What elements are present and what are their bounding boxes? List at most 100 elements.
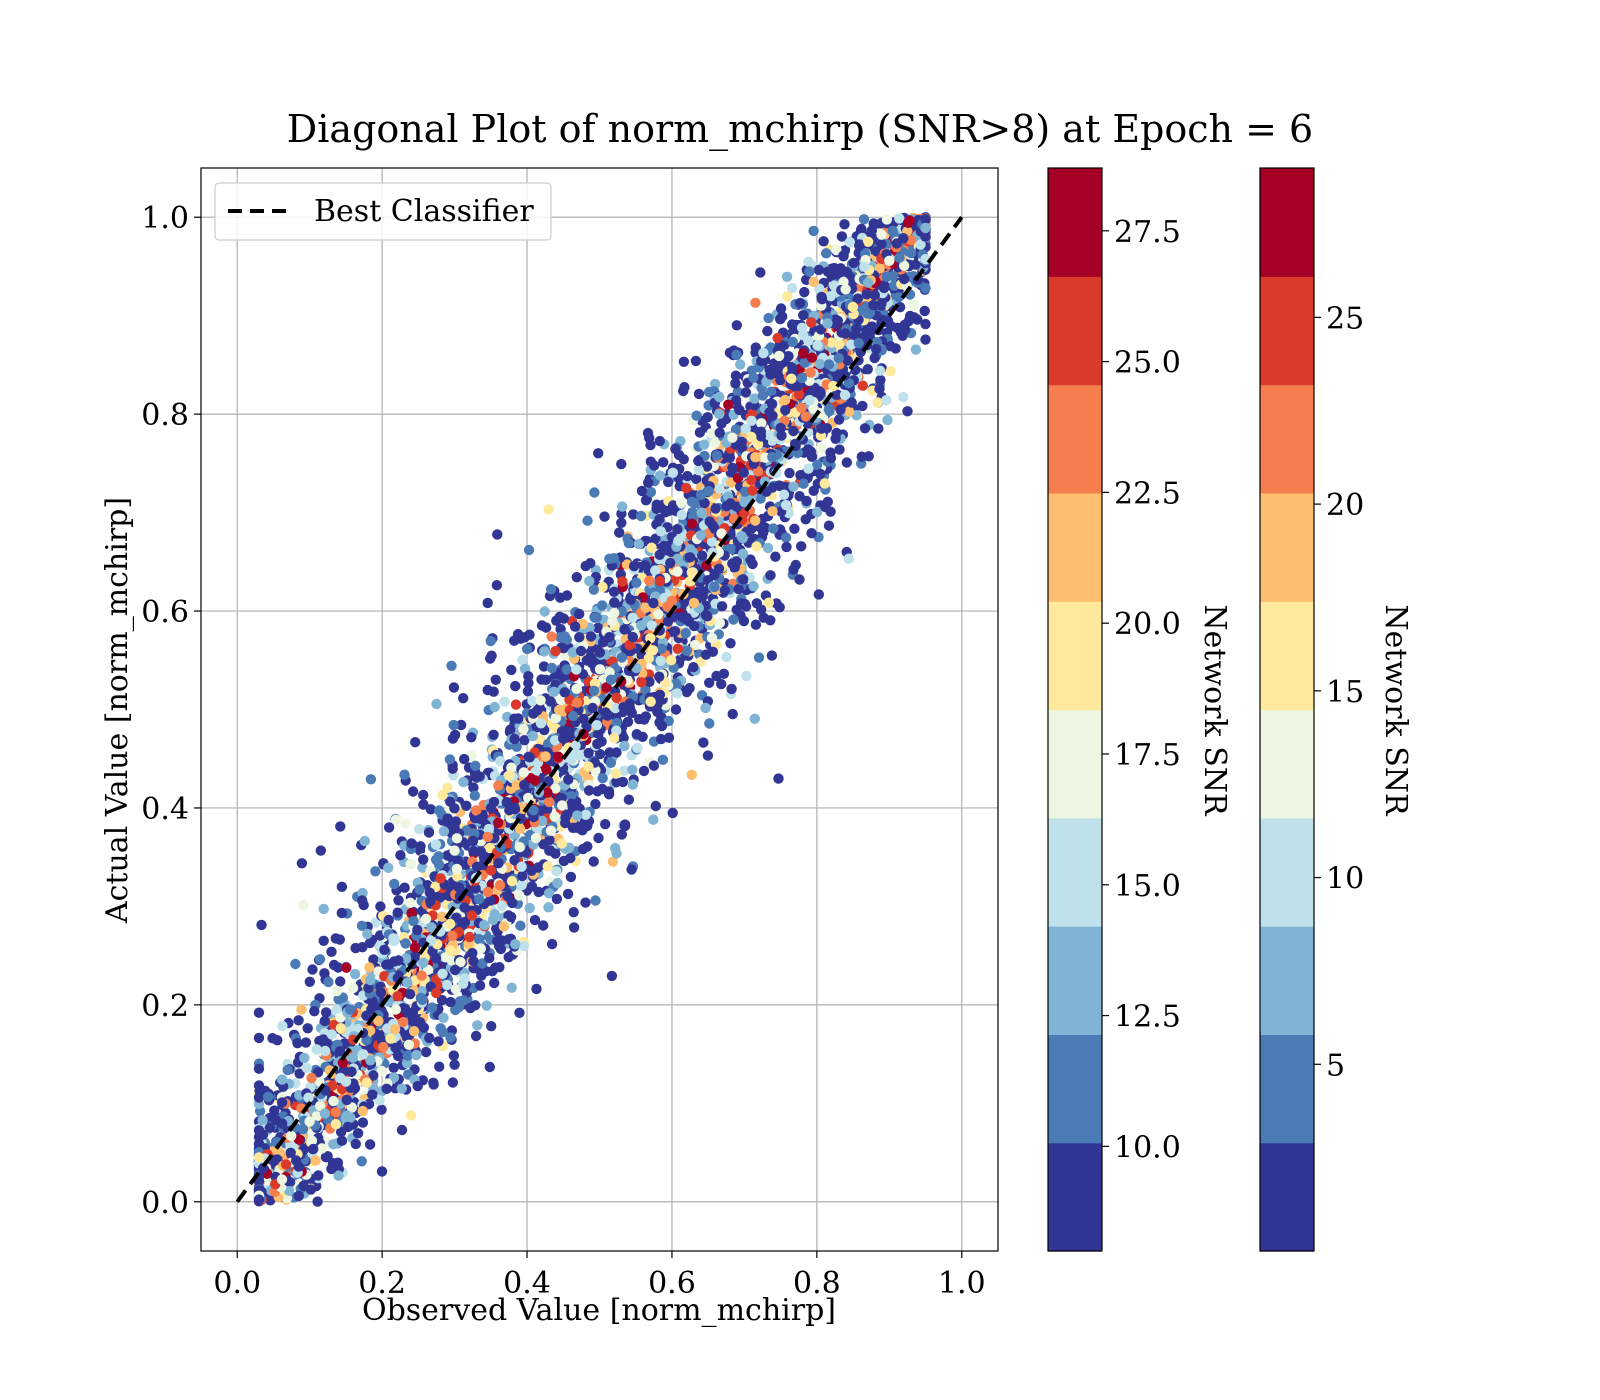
- scatter-point: [541, 764, 552, 775]
- scatter-point: [727, 462, 738, 473]
- scatter-point: [650, 800, 661, 812]
- scatter-point: [523, 544, 535, 556]
- scatter-point: [540, 751, 551, 762]
- scatter-point: [676, 497, 687, 508]
- scatter-point: [368, 954, 379, 965]
- scatter-point: [746, 474, 757, 486]
- scatter-point: [451, 833, 463, 844]
- scatter-point: [550, 645, 561, 657]
- scatter-point: [887, 225, 898, 237]
- scatter-point: [307, 964, 318, 975]
- scatter-point: [527, 695, 538, 707]
- scatter-point: [755, 493, 766, 504]
- scatter-point: [489, 701, 500, 713]
- scatter-point: [739, 497, 750, 508]
- scatter-point: [301, 1062, 312, 1074]
- scatter-point: [814, 386, 826, 397]
- scatter-point: [840, 328, 851, 339]
- scatter-point: [504, 770, 515, 781]
- scatter-point: [678, 454, 689, 465]
- scatter-point: [619, 740, 630, 752]
- scatter-point: [628, 509, 639, 520]
- scatter-point: [367, 1089, 378, 1100]
- scatter-point: [540, 674, 552, 685]
- scatter-point: [600, 819, 611, 830]
- scatter-point: [433, 851, 444, 862]
- scatter-point: [510, 680, 521, 692]
- scatter-point: [392, 991, 403, 1002]
- scatter-point: [836, 231, 848, 242]
- scatter-point: [356, 1156, 367, 1167]
- scatter-point: [470, 760, 481, 771]
- scatter-point: [741, 670, 752, 682]
- scatter-point: [347, 982, 359, 994]
- scatter-point: [575, 645, 587, 657]
- scatter-point: [538, 661, 550, 672]
- scatter-point: [816, 423, 827, 434]
- scatter-point: [755, 267, 766, 278]
- scatter-point: [411, 1049, 422, 1061]
- scatter-point: [438, 826, 450, 837]
- scatter-point: [484, 952, 495, 964]
- scatter-point: [286, 1130, 297, 1142]
- scatter-point: [824, 403, 835, 414]
- scatter-point: [335, 821, 346, 832]
- scatter-point: [654, 689, 666, 700]
- scatter-point: [437, 1026, 448, 1038]
- scatter-point: [458, 776, 469, 788]
- scatter-point: [652, 706, 663, 717]
- scatter-point: [627, 612, 638, 623]
- scatter-point: [714, 617, 725, 629]
- scatter-point: [459, 916, 471, 928]
- scatter-point: [506, 982, 517, 993]
- scatter-point: [706, 632, 718, 644]
- scatter-point: [444, 918, 456, 930]
- scatter-point: [335, 976, 346, 987]
- scatter-point: [826, 337, 837, 348]
- scatter-point: [505, 724, 516, 735]
- scatter-point: [406, 907, 417, 919]
- scatter-point: [655, 526, 666, 537]
- scatter-point: [831, 244, 842, 256]
- scatter-point: [389, 1023, 401, 1035]
- scatter-point: [656, 643, 667, 654]
- scatter-point: [654, 435, 665, 447]
- scatter-point: [518, 767, 529, 778]
- scatter-point: [276, 1074, 288, 1085]
- scatter-point: [437, 789, 448, 801]
- scatter-point: [431, 987, 442, 999]
- scatter-point: [775, 313, 786, 325]
- scatter-point: [509, 733, 520, 745]
- scatter-point: [346, 1066, 357, 1077]
- scatter-point: [461, 800, 472, 811]
- scatter-point: [680, 627, 691, 639]
- scatter-point: [330, 1119, 342, 1130]
- scatter-point: [752, 439, 764, 450]
- scatter-point: [418, 789, 429, 801]
- scatter-point: [365, 774, 377, 785]
- scatter-point: [794, 491, 805, 502]
- scatter-point: [736, 530, 747, 542]
- scatter-point: [859, 261, 870, 272]
- scatter-point: [546, 662, 558, 674]
- scatter-point: [396, 1124, 408, 1136]
- scatter-point: [331, 985, 343, 997]
- scatter-point: [347, 1052, 359, 1063]
- scatter-point: [868, 299, 879, 311]
- scatter-point: [390, 1042, 401, 1054]
- scatter-point: [414, 884, 425, 895]
- scatter-point: [605, 757, 617, 768]
- scatter-point: [420, 1046, 432, 1058]
- scatter-point: [857, 380, 868, 391]
- scatter-point: [481, 1000, 492, 1011]
- scatter-point: [572, 810, 583, 821]
- scatter-point: [561, 664, 572, 675]
- scatter-point: [716, 528, 727, 539]
- scatter-point: [578, 713, 589, 725]
- scatter-point: [425, 804, 436, 815]
- scatter-point: [357, 895, 368, 906]
- scatter-point: [766, 650, 778, 661]
- scatter-point: [571, 683, 582, 694]
- scatter-point: [635, 510, 647, 522]
- scatter-point: [750, 619, 762, 630]
